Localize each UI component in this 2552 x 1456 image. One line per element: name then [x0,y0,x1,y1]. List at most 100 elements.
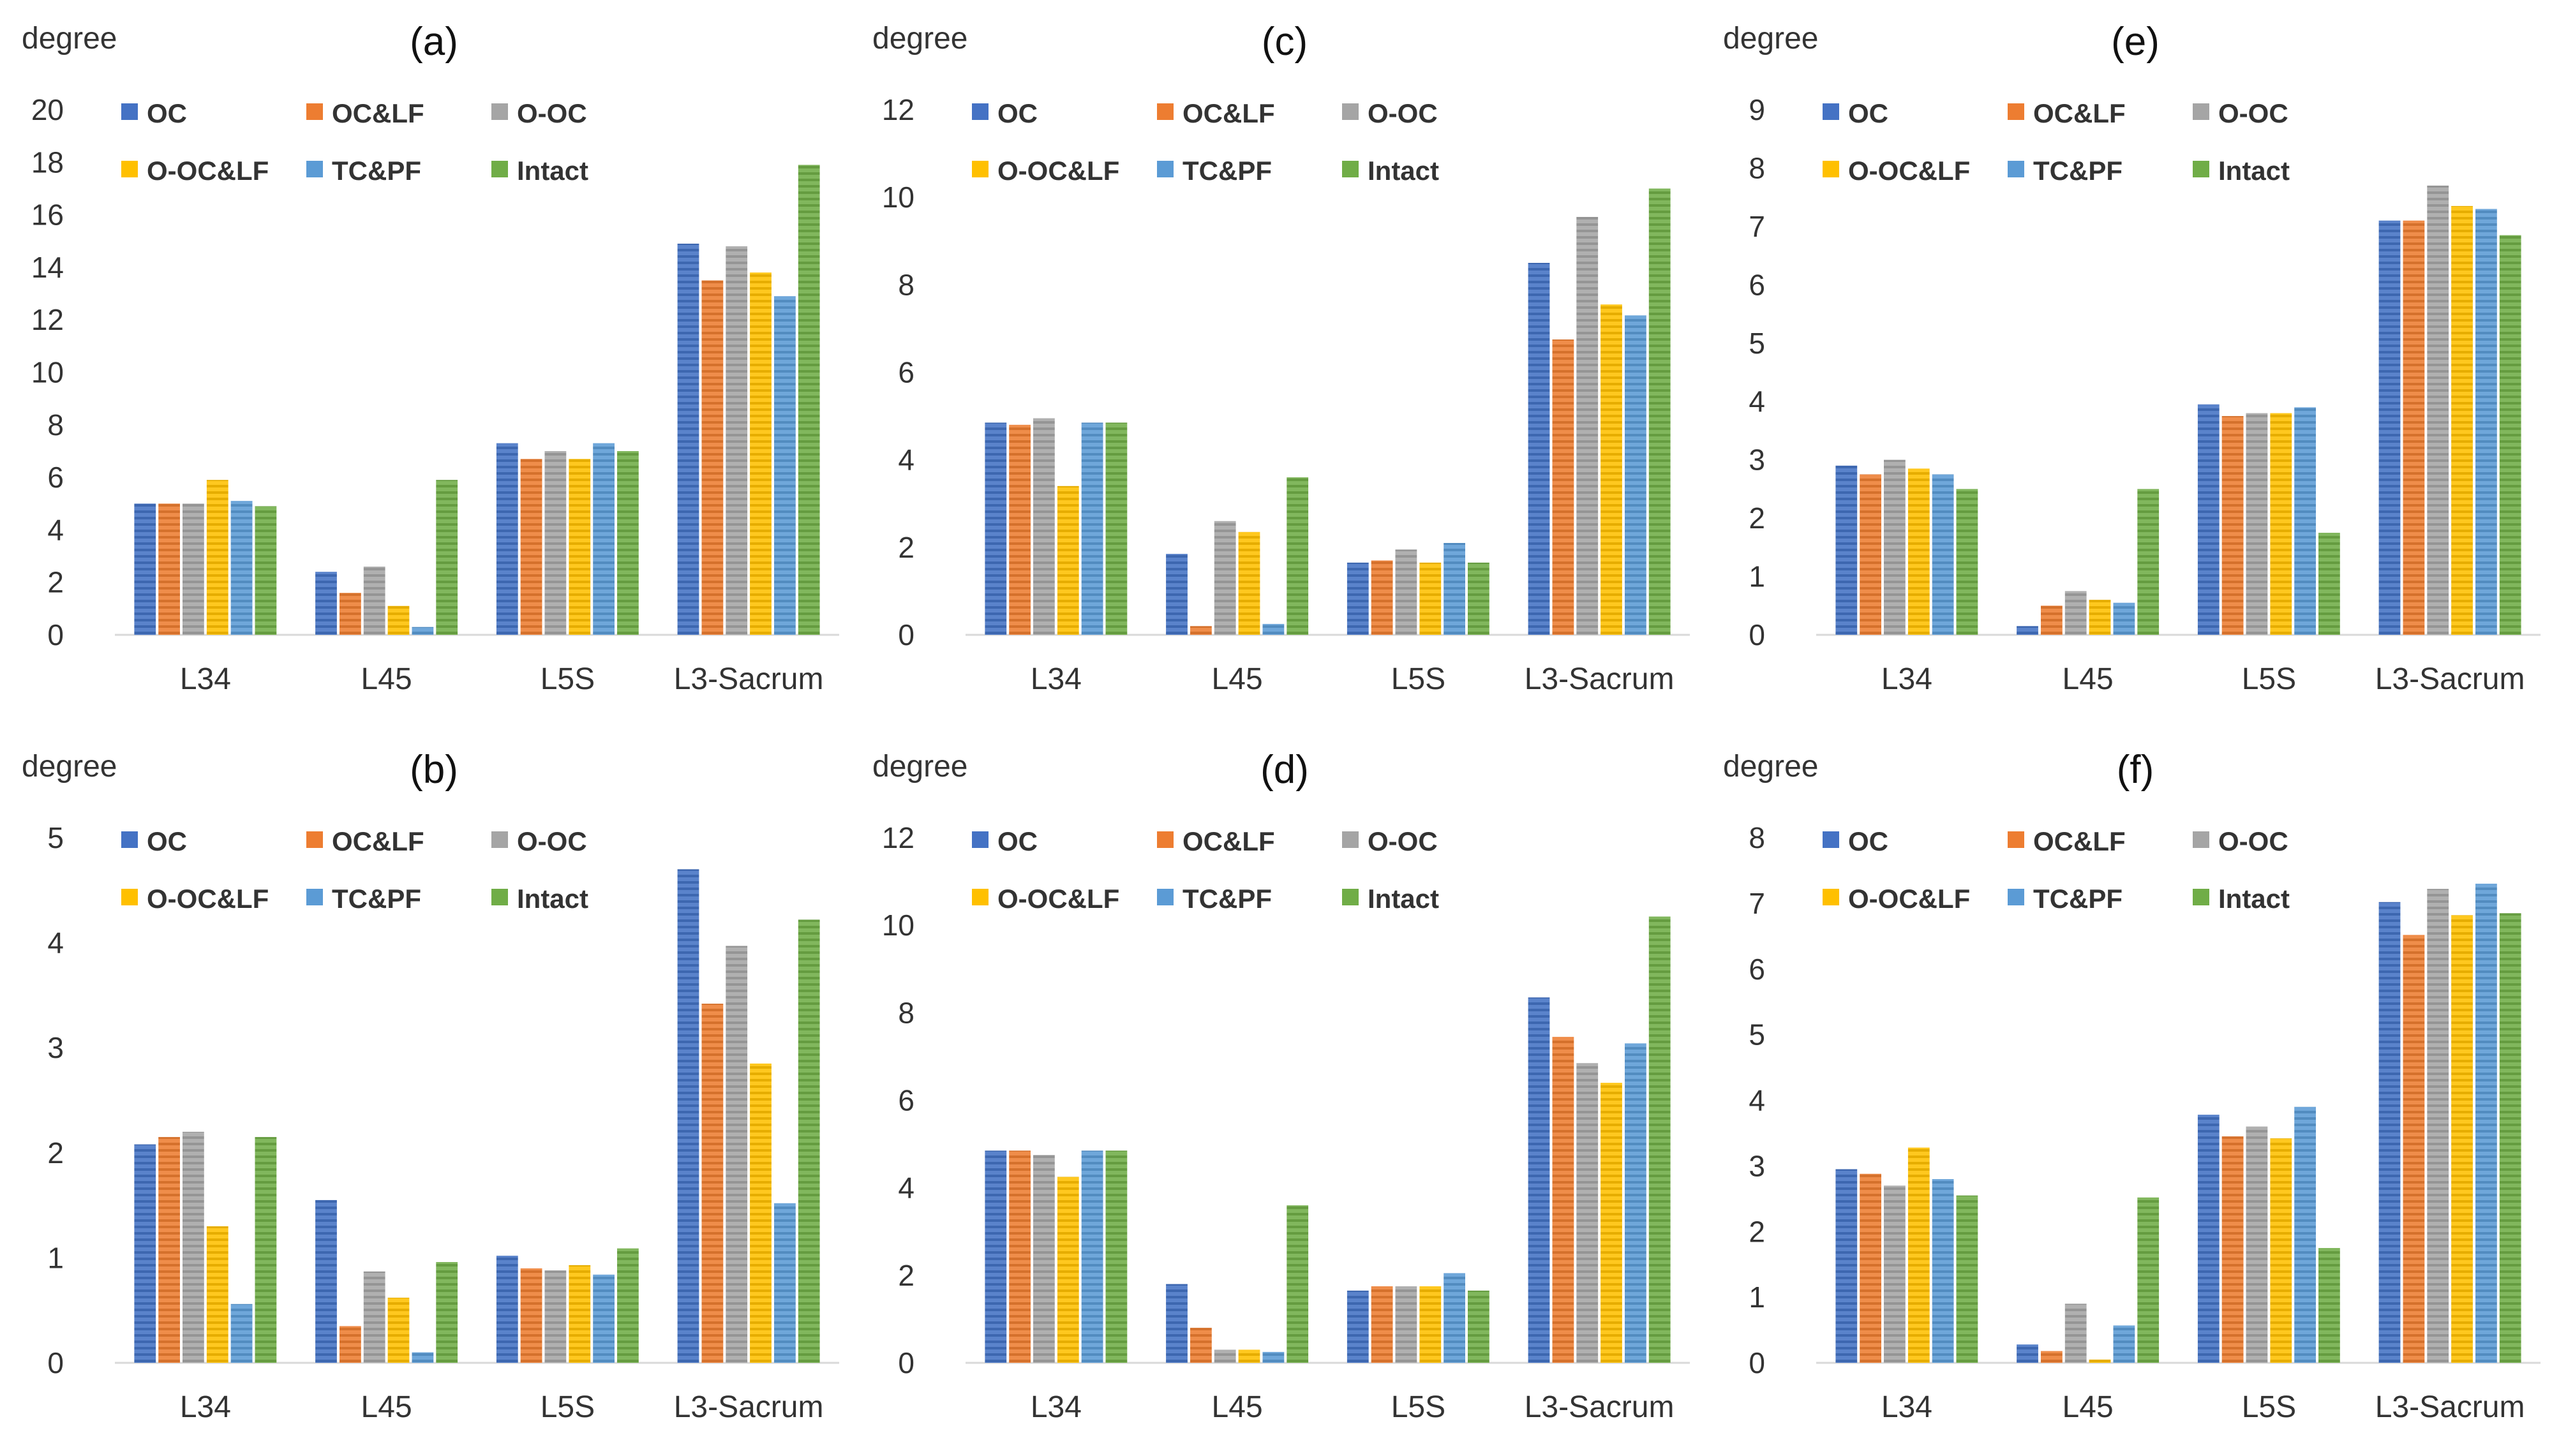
legend-label: OC [147,98,187,128]
bar-tc-pf-l45 [412,1352,434,1363]
bar-o-oc-l34 [1033,418,1055,635]
legend-label: TC&PF [332,884,421,914]
x-tick-label: L3-Sacrum [674,662,824,696]
bar-o-oc-l3-sacrum [726,946,748,1363]
x-tick-label: L45 [2063,662,2114,696]
y-tick-label: 8 [1749,151,1765,184]
bar-tc-pf-l3-sacrum [2475,884,2497,1363]
bar-o-oc-l5s [1395,549,1417,635]
bar-o-oc-lf-l45 [1238,1349,1260,1363]
legend-label: TC&PF [1183,884,1272,914]
legend-label: O-OC&LF [1848,156,1970,186]
bar-oc-l34 [1835,465,1858,635]
legend-label: OC&LF [1183,98,1275,128]
bar-oc-lf-l45 [2041,1351,2063,1363]
chart-title: (d) [1260,748,1309,792]
x-tick-label: L5S [1391,1390,1445,1424]
legend-label: Intact [2218,884,2290,914]
bar-o-oc-lf-l5s [2270,413,2292,635]
legend-swatch [1342,831,1359,848]
bar-o-oc-l3-sacrum [1576,1063,1599,1363]
y-tick-label: 2 [898,531,914,564]
y-tick-label: 6 [1749,268,1765,301]
x-tick-label: L34 [1031,1390,1082,1424]
y-tick-label: 6 [898,356,914,389]
bar-oc-l34 [134,503,156,635]
bar-oc-l34 [1835,1169,1858,1363]
bar-intact-l3-sacrum [1648,188,1671,635]
bar-o-oc-lf-l5s [569,459,591,635]
x-tick-label: L45 [361,1390,412,1424]
legend-swatch [1823,161,1839,177]
y-axis-label: degree [1723,750,1818,784]
legend-label: Intact [1368,156,1439,186]
x-tick-label: L5S [2242,1390,2296,1424]
legend-label: OC [997,98,1038,128]
chart-title: (a) [410,20,458,64]
x-tick-label: L3-Sacrum [2375,662,2525,696]
bar-intact-l34 [1956,489,1978,635]
bar-o-oc-lf-l34 [1057,1177,1079,1363]
bar-tc-pf-l5s [1444,1273,1465,1363]
bar-tc-pf-l34 [1932,474,1954,635]
legend-swatch [1157,103,1174,120]
y-tick-label: 14 [31,251,64,284]
legend-swatch [306,161,323,177]
y-tick-label: 3 [1749,1149,1765,1182]
bar-intact-l45 [2137,1197,2160,1363]
legend-label: O-OC [2218,826,2288,856]
bar-oc-l3-sacrum [2378,220,2401,635]
bar-oc-l34 [985,1150,1007,1363]
bar-o-oc-lf-l3-sacrum [2451,205,2473,635]
panel-c: degree (c) 0 2 4 6 8 10 12 L34 L45 L5S L3-Sacrum OC OC… [851,0,1701,728]
bar-oc-lf-l34 [1860,474,1881,635]
bar-tc-pf-l5s [2294,407,2316,635]
legend-swatch [2008,831,2024,848]
bar-o-oc-lf-l45 [1238,531,1260,635]
bar-oc-l45 [2017,626,2038,635]
x-tick-label: L34 [1881,1390,1932,1424]
x-tick-label: L5S [2242,662,2296,696]
bar-tc-pf-l45 [412,627,434,635]
bar-o-oc-lf-l34 [1057,486,1079,635]
bar-oc-lf-l5s [1371,1286,1393,1363]
y-tick-label: 3 [1749,443,1765,477]
bar-o-oc-l5s [1395,1286,1417,1363]
bar-intact-l45 [1287,1205,1309,1363]
x-tick-label: L34 [180,1390,231,1424]
bar-o-oc-lf-l5s [2270,1138,2292,1363]
legend-swatch [2008,103,2024,120]
bar-o-oc-l34 [183,503,204,635]
legend-swatch [972,831,989,848]
y-tick-label: 12 [882,821,914,854]
legend-swatch [121,103,138,120]
x-tick-label: L45 [1212,662,1263,696]
legend-swatch [972,889,989,905]
bar-oc-lf-l5s [1371,560,1393,635]
y-tick-label: 1 [47,1241,64,1274]
legend-swatch [2008,161,2024,177]
y-axis-label: degree [872,22,967,56]
bar-o-oc-l45 [1214,1349,1236,1363]
y-tick-label: 1 [1749,1281,1765,1314]
bar-oc-lf-l3-sacrum [701,280,724,635]
bar-o-oc-l3-sacrum [1576,217,1599,635]
legend-swatch [1823,831,1839,848]
legend-label: OC [1848,826,1888,856]
bar-oc-l5s [2197,404,2220,635]
bar-intact-l5s [617,451,639,635]
bar-intact-l5s [2318,1248,2340,1363]
bar-o-oc-l5s [544,1270,567,1363]
y-tick-label: 2 [47,1136,64,1170]
bar-o-oc-l45 [363,1271,385,1363]
legend-swatch [2193,103,2209,120]
bar-o-oc-l3-sacrum [726,246,748,635]
y-tick-label: 8 [1749,821,1765,854]
bar-tc-pf-l3-sacrum [774,296,796,635]
legend-swatch [1342,103,1359,120]
legend-label: Intact [517,884,588,914]
bar-o-oc-l34 [1884,1185,1906,1363]
panel-a: degree (a) 0 2 4 6 8 10 12 14 16 18 20 L34 L45 L5S L3-Sa… [0,0,851,728]
bar-oc-lf-l5s [520,459,542,635]
y-tick-label: 1 [1749,560,1765,593]
